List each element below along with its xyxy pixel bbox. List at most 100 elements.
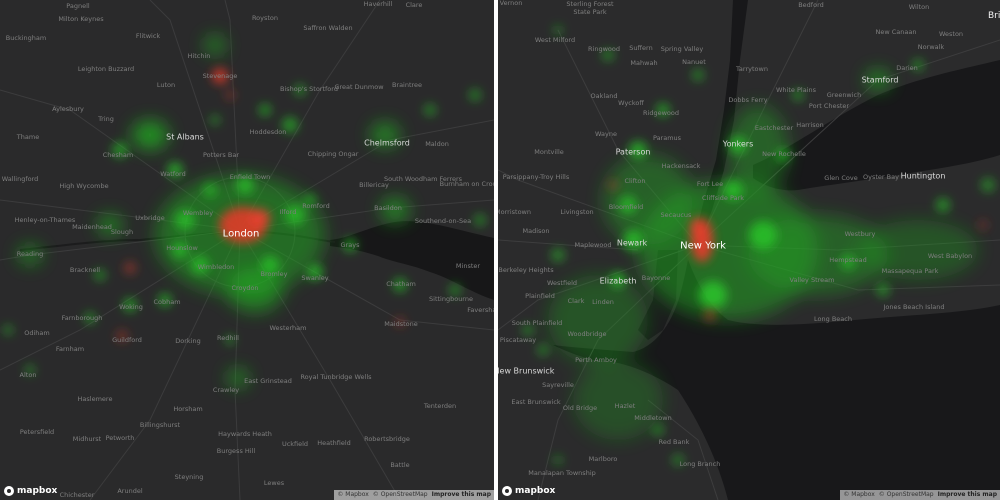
place-label: Chichester	[59, 491, 95, 499]
attribution-osm-link[interactable]: © OpenStreetMap	[372, 491, 428, 498]
attribution-mapbox-link[interactable]: © Mapbox	[843, 491, 875, 498]
place-label: Romford	[302, 202, 330, 210]
place-label: Minster	[455, 262, 481, 270]
attribution-mapbox-link[interactable]: © Mapbox	[337, 491, 369, 498]
place-label: Wembley	[182, 209, 214, 217]
place-label: Billingshurst	[139, 421, 181, 429]
newyork-basemap	[498, 0, 1000, 500]
heatmap-peaks	[116, 68, 405, 342]
place-label: Yonkers	[722, 139, 754, 149]
place-label: New Rochelle	[762, 150, 806, 158]
mapbox-logo[interactable]: mapbox	[4, 486, 57, 496]
place-label: New Canaan	[875, 28, 917, 36]
place-label: Jones Beach Island	[883, 303, 945, 311]
place-label: Southend-on-Sea	[414, 217, 472, 225]
place-label: High Wycombe	[59, 182, 109, 190]
place-label: Uxbridge	[135, 214, 165, 222]
place-label: Heathfield	[317, 439, 351, 447]
place-label: New York	[680, 240, 726, 252]
place-label: Sayreville	[542, 381, 574, 389]
place-label: Long Beach	[814, 315, 852, 323]
place-label: Haverhill	[363, 0, 393, 8]
panel-divider	[494, 0, 498, 500]
heatmap-peaks	[608, 180, 988, 321]
place-label: Westfield	[546, 279, 578, 287]
improve-map-link[interactable]: Improve this map	[937, 491, 997, 498]
heatmap-density	[548, 70, 978, 440]
place-label: Suffern	[629, 44, 653, 52]
place-label: Haywards Heath	[218, 430, 272, 438]
place-label: Greenwich	[826, 91, 862, 99]
place-label: Arundel	[117, 487, 143, 495]
atlantic-ocean	[553, 260, 1000, 500]
place-label: Elizabeth	[599, 276, 637, 286]
place-label: Basildon	[374, 204, 402, 212]
place-label: Burgess Hill	[216, 447, 256, 455]
place-label: Clare	[405, 1, 423, 9]
place-label: Bloomfield	[608, 203, 644, 211]
mapbox-logo-text: mapbox	[17, 486, 58, 496]
place-label: Dobbs Ferry	[728, 96, 768, 104]
place-label: Parsippany-Troy Hills	[502, 173, 570, 181]
map-panel-newyork[interactable]: New York Yonkers Paterson Stamford Huntingto…	[498, 0, 1000, 500]
place-label: Steyning	[174, 473, 204, 481]
place-label: Slough	[110, 228, 134, 236]
place-label: Maidstone	[384, 320, 418, 328]
place-label: Harrison	[796, 121, 824, 129]
place-label: Swanley	[301, 274, 329, 282]
place-label: Nanuet	[682, 58, 706, 66]
place-label: East Grinstead	[244, 377, 292, 385]
place-label: Thame	[16, 133, 40, 141]
mapbox-logo[interactable]: mapbox	[502, 486, 555, 496]
place-label: Maplewood	[574, 241, 612, 249]
place-label: Ilford	[279, 208, 297, 216]
place-label: Dorking	[175, 337, 201, 345]
place-label: New Brunswick	[498, 366, 555, 376]
place-label: Bracknell	[69, 266, 101, 274]
hudson-river	[696, 0, 748, 232]
place-label: Horsham	[173, 405, 203, 413]
place-label: Luton	[156, 81, 176, 89]
place-label: Reading	[16, 250, 44, 258]
place-label: Weston	[938, 30, 964, 38]
place-label: Hempstead	[829, 256, 867, 264]
place-label: Watford	[160, 170, 186, 178]
place-label: Spring Valley	[660, 45, 704, 53]
place-label: Port Chester	[808, 102, 850, 110]
place-label: Enfield Town	[229, 173, 271, 181]
place-label: Odiham	[24, 329, 50, 337]
place-label: Hounslow	[166, 244, 198, 252]
map-panel-london[interactable]: London St Albans Chelmsford Stevenage Pagnel…	[0, 0, 494, 500]
place-label: Aylesbury	[52, 105, 84, 113]
place-label: Red Bank	[658, 438, 690, 446]
place-label: Stevenage	[202, 72, 238, 80]
place-label: Valley Stream	[789, 276, 835, 284]
place-label: Chesham	[102, 151, 134, 159]
place-label: Chatham	[386, 280, 416, 288]
place-label: State Park	[573, 8, 607, 16]
place-label: Cobham	[153, 298, 181, 306]
place-label: Royal Tunbridge Wells	[300, 373, 372, 381]
place-label: Tenterden	[423, 402, 457, 410]
place-label: Bedford	[798, 1, 824, 9]
attribution-osm-link[interactable]: © OpenStreetMap	[878, 491, 934, 498]
place-label: Wilton	[908, 3, 930, 11]
place-label: Leighton Buzzard	[77, 65, 135, 73]
mapbox-logo-icon	[4, 486, 14, 496]
place-label: Sittingbourne	[429, 295, 473, 303]
place-label: Redhill	[217, 334, 239, 342]
place-label: Piscataway	[499, 336, 537, 344]
place-label: Eastchester	[754, 124, 794, 132]
place-label: St Albans	[166, 132, 204, 142]
place-label: Newark	[616, 238, 648, 248]
place-label: East Brunswick	[511, 398, 561, 406]
place-label: Wimbledon	[197, 263, 235, 271]
place-label: Woking	[119, 303, 143, 311]
mapbox-logo-icon	[502, 486, 512, 496]
map-attribution: © Mapbox © OpenStreetMap Improve this ma…	[334, 490, 494, 500]
map-attribution: © Mapbox © OpenStreetMap Improve this ma…	[840, 490, 1000, 500]
place-label: Clark	[567, 297, 585, 305]
place-label: Ridgewood	[643, 109, 679, 117]
improve-map-link[interactable]: Improve this map	[431, 491, 491, 498]
place-label: South Plainfield	[511, 319, 563, 327]
